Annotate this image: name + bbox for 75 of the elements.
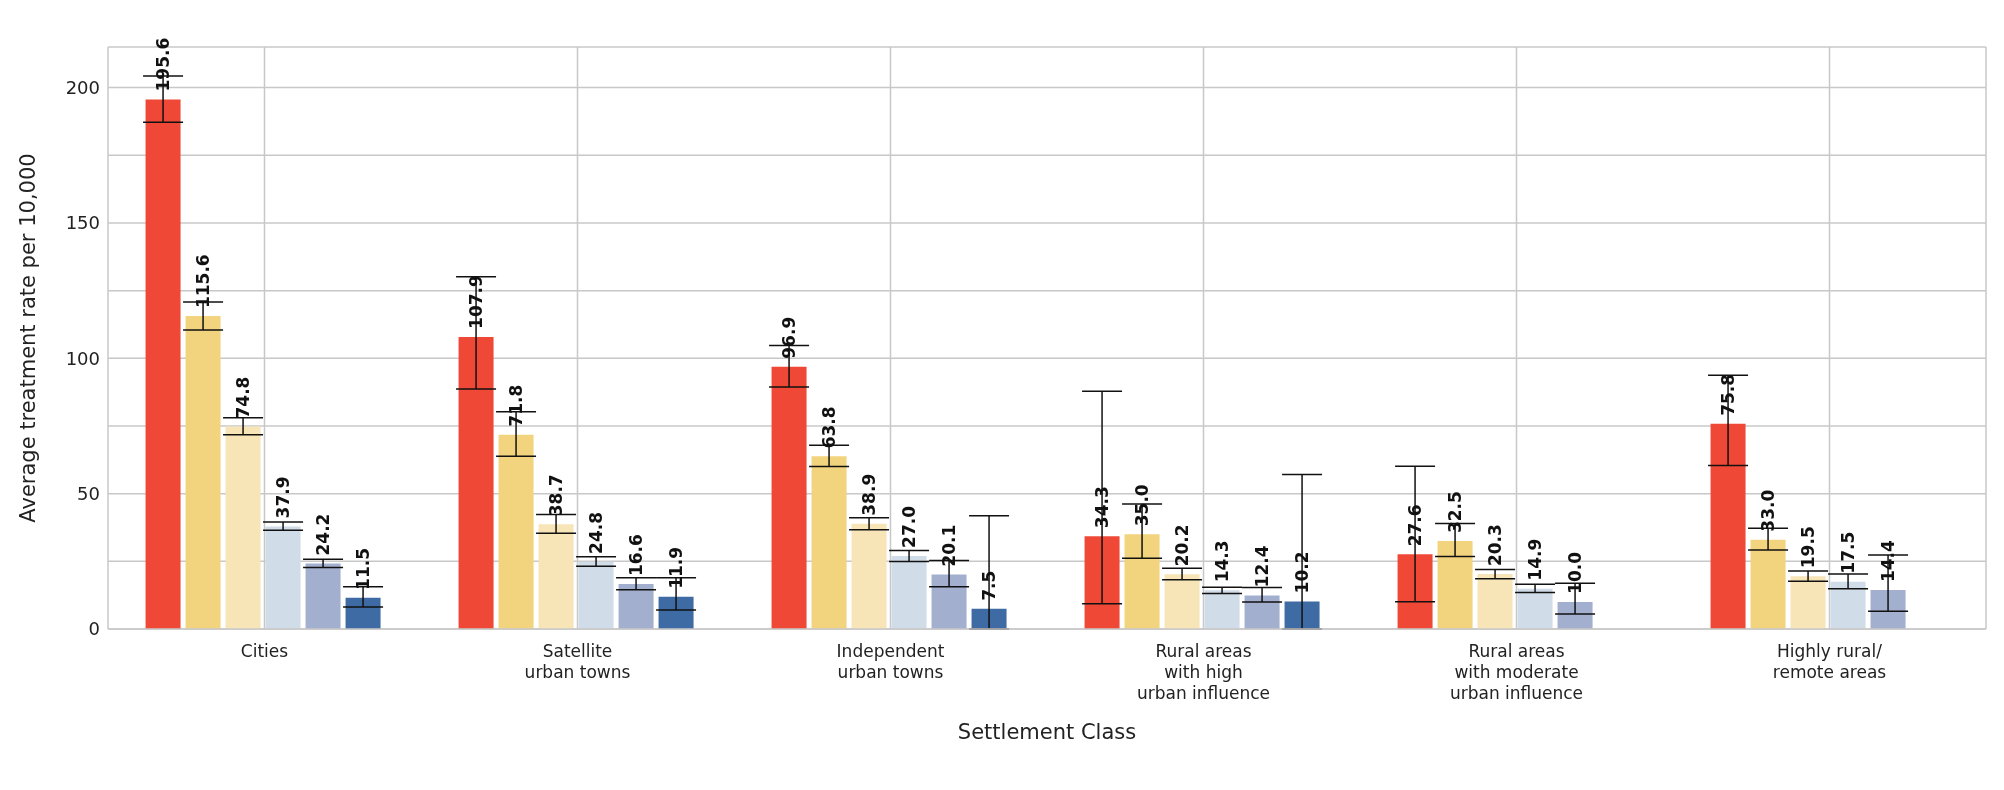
data-label: 74.8 bbox=[233, 376, 254, 419]
data-label: 11.9 bbox=[666, 546, 687, 589]
y-axis-title: Average treatment rate per 10,000 bbox=[16, 153, 41, 523]
bar bbox=[851, 523, 887, 629]
data-label: 17.5 bbox=[1838, 531, 1859, 574]
x-tick-label: Rural areas with moderate urban influence bbox=[1449, 641, 1584, 703]
x-axis-title: Settlement Class bbox=[957, 720, 1137, 744]
y-tick-label: 100 bbox=[65, 347, 100, 369]
bar bbox=[1204, 590, 1240, 629]
bar bbox=[1830, 581, 1866, 629]
y-tick-label: 0 bbox=[88, 618, 100, 640]
data-label: 37.9 bbox=[273, 476, 294, 519]
bar bbox=[618, 584, 654, 629]
data-label: 38.7 bbox=[546, 474, 567, 517]
data-label: 20.3 bbox=[1485, 524, 1506, 567]
y-tick-label: 200 bbox=[65, 76, 100, 98]
bar bbox=[1084, 536, 1120, 629]
data-label: 195.6 bbox=[153, 37, 174, 92]
bar bbox=[1164, 574, 1200, 629]
data-label: 38.9 bbox=[859, 473, 880, 516]
bar bbox=[185, 316, 221, 629]
data-label: 27.6 bbox=[1405, 504, 1426, 547]
data-label: 35.0 bbox=[1132, 484, 1153, 527]
data-label: 75.8 bbox=[1718, 373, 1739, 416]
bar bbox=[1124, 534, 1160, 629]
data-label: 27.0 bbox=[899, 505, 920, 548]
bar bbox=[538, 524, 574, 629]
bar bbox=[578, 561, 614, 629]
x-tick-label: Highly rural/ remote areas bbox=[1772, 641, 1887, 682]
data-label: 96.9 bbox=[779, 316, 800, 359]
y-tick-label: 150 bbox=[65, 212, 100, 234]
data-label: 33.0 bbox=[1758, 489, 1779, 532]
data-label: 11.5 bbox=[353, 547, 374, 590]
x-tick-label: Independent urban towns bbox=[836, 641, 945, 682]
bar bbox=[1244, 595, 1280, 629]
data-label: 20.2 bbox=[1172, 524, 1193, 567]
data-label: 16.6 bbox=[626, 534, 647, 577]
data-label: 24.2 bbox=[313, 513, 334, 556]
bar bbox=[1517, 588, 1553, 629]
bar bbox=[1710, 423, 1746, 629]
data-label: 24.8 bbox=[586, 511, 607, 554]
bar bbox=[458, 336, 494, 629]
data-label: 12.4 bbox=[1252, 545, 1273, 588]
bar bbox=[811, 456, 847, 629]
data-label: 10.0 bbox=[1565, 551, 1586, 594]
data-label: 7.5 bbox=[979, 570, 1000, 601]
bar bbox=[1437, 541, 1473, 629]
bar bbox=[1397, 554, 1433, 629]
data-label: 63.8 bbox=[819, 406, 840, 449]
bar bbox=[225, 426, 261, 629]
bar bbox=[265, 526, 301, 629]
bar bbox=[771, 366, 807, 629]
x-tick-label: Cities bbox=[240, 641, 289, 661]
x-tick-label: Satellite urban towns bbox=[524, 641, 631, 682]
data-label: 34.3 bbox=[1092, 486, 1113, 529]
data-label: 20.1 bbox=[939, 524, 960, 567]
bar bbox=[498, 434, 534, 629]
data-label: 19.5 bbox=[1798, 526, 1819, 569]
bar bbox=[1477, 574, 1513, 629]
bar bbox=[145, 99, 181, 629]
bar bbox=[931, 574, 967, 629]
data-label: 32.5 bbox=[1445, 491, 1466, 534]
bar bbox=[1750, 539, 1786, 629]
data-label: 115.6 bbox=[193, 254, 214, 309]
y-tick-label: 50 bbox=[77, 483, 100, 505]
bar bbox=[1790, 576, 1826, 629]
bar bbox=[305, 563, 341, 629]
data-label: 14.4 bbox=[1878, 539, 1899, 583]
data-label: 71.8 bbox=[506, 384, 527, 427]
x-tick-label: Rural areas with high urban influence bbox=[1136, 641, 1271, 703]
data-label: 14.3 bbox=[1212, 540, 1233, 583]
data-label: 107.9 bbox=[466, 275, 487, 329]
data-label: 10.2 bbox=[1292, 551, 1313, 594]
bar bbox=[1284, 601, 1320, 629]
data-label: 14.9 bbox=[1525, 538, 1546, 581]
